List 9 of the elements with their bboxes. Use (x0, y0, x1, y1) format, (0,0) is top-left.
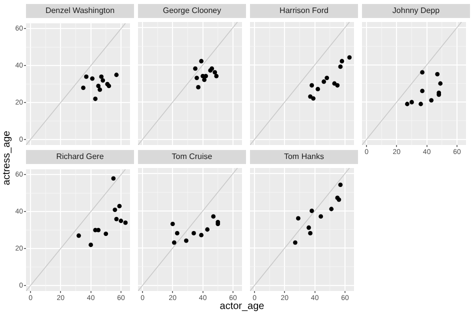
chart-title: Tom Hanks (250, 150, 358, 164)
chart-title: Tom Cruise (138, 150, 246, 164)
chart-title: Denzel Washington (26, 4, 134, 18)
chart-title: Harrison Ford (250, 4, 358, 18)
chart-title: Johnny Depp (362, 4, 470, 18)
x-axis-title: actor_age (220, 301, 264, 312)
chart-title: Richard Gere (26, 150, 134, 164)
chart-title: George Clooney (138, 4, 246, 18)
y-axis-title: actress_age (2, 130, 12, 186)
